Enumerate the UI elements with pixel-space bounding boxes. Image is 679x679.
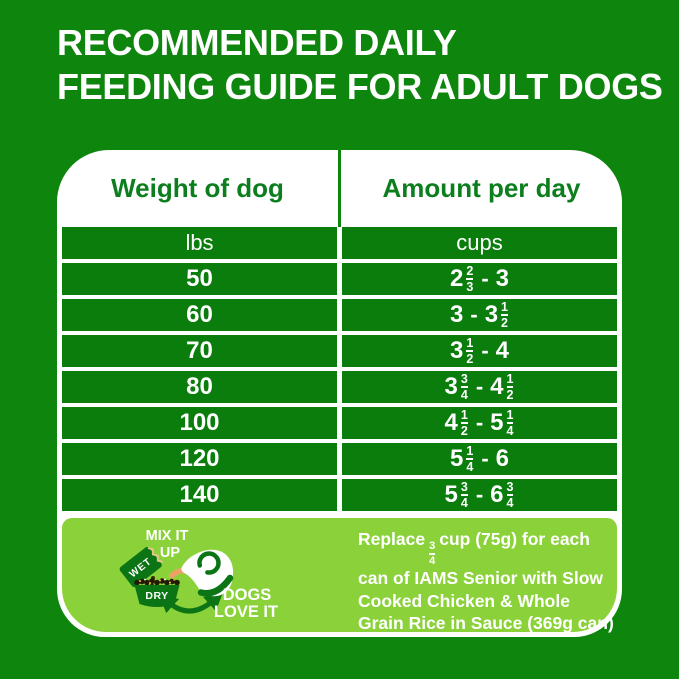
wet-pouch-icon: WET bbox=[119, 547, 163, 588]
amount-whole-2: 6 bbox=[495, 445, 509, 472]
bowl-kibble-icon bbox=[134, 578, 180, 586]
collar-icon bbox=[197, 574, 234, 597]
amount-whole-1: 3 bbox=[444, 373, 458, 400]
mix-it-up-footer: WET bbox=[62, 518, 617, 635]
amount-whole-2: 6 bbox=[490, 481, 504, 508]
amount-whole-2: 5 bbox=[490, 409, 504, 436]
note-post: cup (75g) for each can of IAMS Senior wi… bbox=[358, 529, 614, 633]
weight-value: 50 bbox=[186, 265, 213, 292]
amount-whole-1: 4 bbox=[444, 409, 458, 436]
weight-unit: lbs bbox=[185, 230, 214, 255]
dry-label: DRY bbox=[145, 590, 168, 602]
dry-bowl-icon bbox=[134, 585, 180, 607]
feeding-table: Weight of dog Amount per day lbs cups 50… bbox=[57, 150, 622, 637]
weight-cell: 100 bbox=[62, 407, 337, 439]
amount-whole-1: 5 bbox=[444, 481, 458, 508]
weight-cell: 50 bbox=[62, 263, 337, 295]
replacement-note: Replace 3 4 cup (75g) for each can of IAMS … bbox=[358, 528, 616, 635]
amount-whole-1: 3 bbox=[450, 337, 464, 364]
range-dash: - bbox=[481, 446, 489, 471]
weight-value: 70 bbox=[186, 337, 213, 364]
mix-it-up-illustration: WET bbox=[119, 528, 278, 621]
weight-value: 140 bbox=[179, 481, 220, 508]
range-dash: - bbox=[475, 410, 484, 435]
amount-whole-2: 3 bbox=[495, 265, 509, 292]
weight-cell: 70 bbox=[62, 335, 337, 367]
range-dash: - bbox=[481, 266, 489, 291]
title-line-1: RECOMMENDED DAILY bbox=[57, 22, 457, 63]
weight-value: 120 bbox=[179, 445, 220, 472]
weight-cell: 60 bbox=[62, 299, 337, 331]
weight-value: 80 bbox=[186, 373, 213, 400]
note-pre: Replace bbox=[358, 529, 426, 549]
amount-unit-cell: cups bbox=[342, 227, 617, 259]
range-dash: - bbox=[470, 302, 478, 327]
amount-column-header: Amount per day bbox=[382, 173, 581, 203]
weight-value: 100 bbox=[179, 409, 220, 436]
horseshoe-icon bbox=[197, 551, 221, 575]
range-dash: - bbox=[475, 482, 484, 507]
page-title: RECOMMENDED DAILY FEEDING GUIDE FOR ADUL… bbox=[57, 21, 663, 109]
amount-whole-1: 2 bbox=[450, 265, 464, 292]
weight-column-header: Weight of dog bbox=[57, 150, 341, 227]
weight-value: 60 bbox=[186, 301, 213, 328]
range-dash: - bbox=[475, 374, 484, 399]
up-label: UP bbox=[160, 545, 180, 561]
table-header-row: Weight of dog Amount per day bbox=[57, 150, 622, 227]
amount-whole-2: 4 bbox=[490, 373, 504, 400]
units-row: lbs cups bbox=[62, 227, 617, 259]
amount-unit: cups bbox=[456, 230, 503, 255]
dogs-label: DOGS bbox=[223, 586, 272, 604]
weight-unit-cell: lbs bbox=[62, 227, 337, 259]
love-it-label: LOVE IT bbox=[214, 603, 278, 621]
amount-whole-1: 3 bbox=[450, 301, 464, 328]
mix-it-label: MIX IT bbox=[146, 528, 189, 544]
weight-cell: 120 bbox=[62, 443, 337, 475]
range-dash: - bbox=[481, 338, 489, 363]
weight-cell: 80 bbox=[62, 371, 337, 403]
weight-cell: 140 bbox=[62, 479, 337, 511]
title-line-2: FEEDING GUIDE FOR ADULT DOGS bbox=[57, 66, 663, 107]
amount-whole-2: 3 bbox=[484, 301, 499, 328]
amount-whole-1: 5 bbox=[450, 445, 464, 472]
amount-whole-2: 4 bbox=[495, 337, 509, 364]
